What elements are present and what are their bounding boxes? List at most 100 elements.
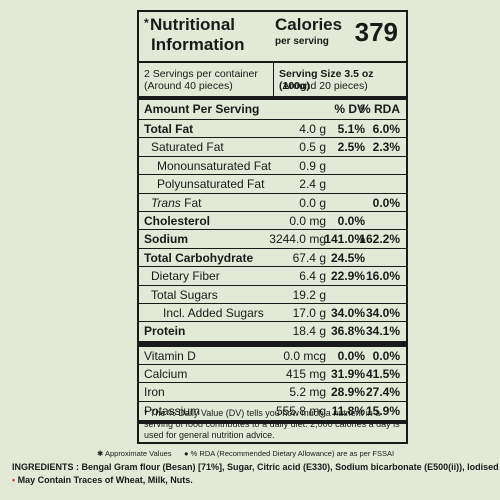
rda-note-label: % RDA (Recommended Dietary Allowance) ar… — [190, 449, 395, 458]
nutrient-dv: 141.0% — [324, 232, 365, 247]
daily-value-footnote: * The % Daily Value (DV) tells you how m… — [144, 408, 400, 440]
allergen-line: • May Contain Traces of Wheat, Milk, Nut… — [12, 475, 193, 485]
nutrient-dv: 11.8% — [331, 403, 365, 418]
nutrient-rda: 2.3% — [372, 140, 400, 155]
allergen-text: May Contain Traces of Wheat, Milk, Nuts. — [17, 475, 193, 485]
nutrient-rda: 34.0% — [365, 305, 400, 320]
nutrient-label: Iron — [144, 385, 165, 400]
nutrient-amount: 5.2 mg — [289, 385, 326, 400]
table-row: Polyunsaturated Fat 2.4 g — [139, 175, 406, 194]
nutrient-label: Trans Fat — [151, 196, 201, 210]
nutrient-label: Vitamin D — [144, 348, 196, 363]
nutrient-amount: 67.4 g — [292, 250, 326, 265]
table-row: Incl. Added Sugars 17.0 g 34.0% 34.0% — [139, 304, 406, 323]
nutrient-amount: 4.0 g — [299, 122, 326, 136]
nutrient-label: Protein — [144, 324, 186, 339]
approx-values-label: Approximate Values — [104, 449, 172, 458]
nutrient-dv: 22.9% — [330, 269, 365, 284]
nutrient-label: Total Sugars — [151, 287, 218, 302]
servings-per-container: 2 Servings per container — [144, 68, 258, 80]
nutrient-amount: 0.0 g — [299, 195, 326, 210]
nutrient-label: Total Fat — [144, 122, 194, 136]
nutrient-amount: 17.0 g — [292, 305, 326, 320]
rda-column-label: % RDA — [359, 102, 400, 116]
nutrient-dv: 36.8% — [330, 324, 365, 339]
nutrient-rda: 16.0% — [365, 269, 400, 284]
table-row: Saturated Fat 0.5 g 2.5% 2.3% — [139, 138, 406, 157]
trans-suffix: Fat — [180, 195, 202, 210]
nutrient-amount: 0.5 g — [299, 140, 326, 155]
trans-label: Trans — [151, 195, 181, 210]
column-header-row: Amount Per Serving % DV % RDA — [139, 100, 406, 120]
nutrient-label: Cholesterol — [144, 213, 211, 228]
nutrient-dv: 5.1% — [337, 122, 365, 136]
nutrient-rda: 162.2% — [359, 232, 400, 247]
nutrient-amount: 555.8 mg — [275, 403, 326, 418]
table-row: Cholesterol 0.0 mg 0.0% — [139, 212, 406, 231]
divider-protein — [139, 340, 406, 347]
nutrient-amount: 0.0 mg — [289, 213, 326, 228]
nutrient-amount: 2.4 g — [299, 177, 326, 192]
nutrient-amount: 415 mg — [285, 367, 326, 382]
pieces-per-container: (Around 40 pieces) — [144, 80, 233, 92]
nutrient-amount: 0.0 mcg — [283, 348, 326, 363]
nutrient-amount: 0.9 g — [299, 158, 326, 173]
per-serving-label: per serving — [275, 36, 329, 47]
table-row: Total Carbohydrate 67.4 g 24.5% — [139, 249, 406, 268]
ingredients-line: INGREDIENTS : Bengal Gram flour (Besan) … — [12, 462, 500, 472]
nutrient-label: Potassium — [144, 403, 201, 418]
nutrient-rda: 27.4% — [365, 385, 400, 400]
nutrient-dv: 28.9% — [330, 385, 365, 400]
table-row: Potassium 555.8 mg 11.8% 15.9% — [139, 402, 406, 420]
table-row: Dietary Fiber 6.4 g 22.9% 16.0% — [139, 267, 406, 286]
legend: ✱ Approximate Values ● % RDA (Recommende… — [97, 449, 394, 458]
bullet-icon: ● — [184, 449, 189, 458]
divider-bottom — [139, 420, 406, 425]
nutrient-rda: 6.0% — [372, 122, 400, 136]
table-row: Monounsaturated Fat 0.9 g — [139, 157, 406, 176]
asterisk-marker: * — [144, 16, 149, 30]
nutrient-table: Amount Per Serving % DV % RDA Total Fat … — [139, 100, 406, 425]
table-row: Total Sugars 19.2 g — [139, 286, 406, 304]
table-row: Total Fat 4.0 g 5.1% 6.0% — [139, 120, 406, 139]
nutrient-label: Polyunsaturated Fat — [157, 177, 265, 192]
title-line-2: Information — [151, 35, 245, 54]
table-row: Trans Fat 0.0 g 0.0% — [139, 194, 406, 212]
nutrient-rda: 41.5% — [365, 367, 400, 382]
nutrient-amount: 19.2 g — [292, 287, 326, 302]
nutrient-dv: 31.9% — [330, 367, 365, 382]
table-row: Calcium 415 mg 31.9% 41.5% — [139, 365, 406, 384]
nutrient-dv: 24.5% — [330, 250, 365, 265]
divider-top — [139, 61, 406, 63]
table-row: Sodium 3244.0 mg 141.0% 162.2% — [139, 230, 406, 249]
table-row: Iron 5.2 mg 28.9% 27.4% — [139, 383, 406, 402]
nutrient-label: Dietary Fiber — [151, 269, 220, 284]
serving-size: Serving Size 3.5 oz (100g) — [279, 68, 374, 92]
nutrition-facts-panel: * Nutritional Information Calories per s… — [137, 10, 408, 444]
nutrient-label: Incl. Added Sugars — [163, 305, 264, 320]
nutrient-amount: 18.4 g — [292, 324, 326, 339]
calories-value: 379 — [354, 17, 398, 47]
pieces-per-serving: (Around 20 pieces) — [279, 80, 368, 92]
divider-servings — [139, 96, 406, 100]
servings-divider — [273, 62, 274, 96]
calories-label: Calories — [275, 15, 343, 34]
nutrient-rda: 15.9% — [365, 403, 400, 418]
nutrient-rda: 0.0% — [372, 348, 400, 363]
nutrient-label: Sodium — [144, 232, 188, 247]
title-line-1: Nutritional — [150, 15, 235, 34]
nutrient-dv: 2.5% — [337, 140, 365, 155]
nutrient-dv: 0.0% — [337, 213, 365, 228]
nutrient-dv: 34.0% — [330, 305, 365, 320]
table-row: Vitamin D 0.0 mcg 0.0% 0.0% — [139, 347, 406, 366]
nutrient-dv: 0.0% — [337, 348, 365, 363]
nutrient-rda: 0.0% — [372, 195, 400, 210]
nutrient-label: Monounsaturated Fat — [157, 158, 272, 173]
asterisk-icon: ✱ — [97, 449, 104, 458]
amount-per-serving-label: Amount Per Serving — [144, 102, 260, 116]
dv-column-label: % DV — [334, 102, 365, 116]
nutrient-label: Saturated Fat — [151, 140, 224, 155]
panel-header: * Nutritional Information Calories per s… — [139, 12, 406, 60]
table-row: Protein 18.4 g 36.8% 34.1% — [139, 322, 406, 340]
nutrient-label: Total Carbohydrate — [144, 250, 254, 265]
